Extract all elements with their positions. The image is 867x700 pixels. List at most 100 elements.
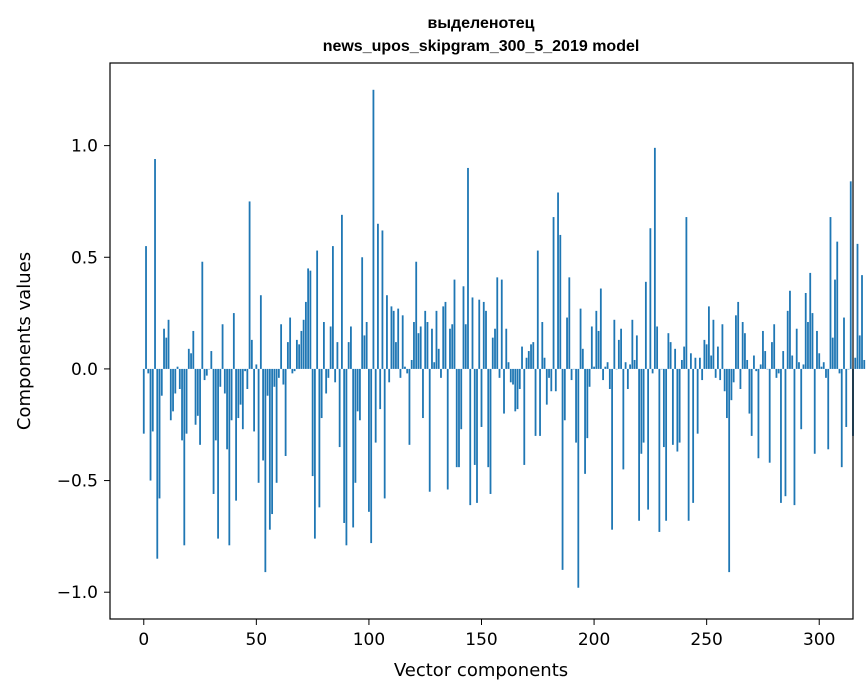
bar xyxy=(145,246,147,369)
bar xyxy=(532,342,534,369)
bar xyxy=(528,351,530,369)
bar xyxy=(737,302,739,369)
x-tick-label: 300 xyxy=(803,630,835,650)
bar xyxy=(584,369,586,474)
bar xyxy=(625,362,627,369)
y-tick-label: 1.0 xyxy=(71,137,98,157)
bar xyxy=(832,338,834,369)
bar-series xyxy=(143,90,865,588)
bar xyxy=(785,369,787,496)
bar xyxy=(854,358,856,369)
bar xyxy=(449,329,451,369)
bar xyxy=(213,369,215,494)
bar xyxy=(794,369,796,505)
chart-title-line2: news_upos_skipgram_300_5_2019 model xyxy=(323,38,640,55)
bar xyxy=(483,302,485,369)
bar xyxy=(744,333,746,369)
bar xyxy=(438,349,440,369)
x-tick-label: 150 xyxy=(465,630,497,650)
bar xyxy=(377,224,379,369)
bar xyxy=(859,335,861,368)
bar xyxy=(591,326,593,368)
bar xyxy=(382,230,384,368)
bar xyxy=(550,369,552,391)
bar xyxy=(163,329,165,369)
bar xyxy=(503,369,505,414)
bar xyxy=(715,369,717,378)
bar xyxy=(654,148,656,369)
bar xyxy=(307,268,309,368)
bar xyxy=(764,351,766,369)
bar xyxy=(413,322,415,369)
bar xyxy=(771,342,773,369)
bar xyxy=(463,286,465,369)
bar xyxy=(701,369,703,380)
bar xyxy=(386,295,388,369)
bar xyxy=(222,324,224,369)
bar xyxy=(555,369,557,391)
bar xyxy=(258,369,260,483)
bar xyxy=(253,369,255,432)
bar xyxy=(429,369,431,492)
bar xyxy=(670,342,672,369)
bar xyxy=(586,369,588,438)
bar xyxy=(370,369,372,543)
bar xyxy=(195,369,197,425)
bar xyxy=(796,329,798,369)
bar xyxy=(548,369,550,378)
bar xyxy=(769,369,771,463)
bar xyxy=(658,369,660,532)
bar xyxy=(566,318,568,369)
bar xyxy=(816,331,818,369)
bar xyxy=(397,309,399,369)
bar xyxy=(433,362,435,369)
bar xyxy=(332,246,334,369)
bar xyxy=(404,367,406,369)
bar xyxy=(685,217,687,369)
bar xyxy=(273,369,275,387)
bar xyxy=(496,277,498,369)
bar xyxy=(726,369,728,418)
bar xyxy=(667,333,669,369)
bar xyxy=(575,369,577,443)
bar xyxy=(206,369,208,376)
bar xyxy=(776,369,778,378)
bar xyxy=(719,369,721,380)
bar xyxy=(631,320,633,369)
bar xyxy=(418,333,420,369)
bar xyxy=(620,329,622,369)
bar xyxy=(309,271,311,369)
bar xyxy=(199,369,201,445)
bar xyxy=(753,356,755,369)
bar xyxy=(733,369,735,382)
bar xyxy=(285,369,287,456)
bar xyxy=(600,289,602,369)
bar xyxy=(474,369,476,465)
bar xyxy=(751,369,753,436)
bar xyxy=(373,90,375,369)
bar xyxy=(593,367,595,369)
bar xyxy=(400,369,402,378)
bar xyxy=(778,369,780,373)
bar xyxy=(294,369,296,371)
bar xyxy=(318,369,320,507)
bar xyxy=(613,320,615,369)
bar xyxy=(663,369,665,447)
bar xyxy=(384,369,386,499)
bar xyxy=(469,369,471,505)
chart-title-line1: выделенотец xyxy=(427,15,534,32)
bar xyxy=(510,369,512,382)
bar xyxy=(391,306,393,369)
bar xyxy=(231,369,233,420)
bar xyxy=(492,338,494,369)
bar xyxy=(717,347,719,369)
bar xyxy=(147,369,149,373)
bar xyxy=(427,322,429,369)
bar xyxy=(348,342,350,369)
bar xyxy=(679,369,681,443)
y-axis-ticks: −1.0−0.50.00.51.0 xyxy=(57,137,110,604)
bar xyxy=(246,369,248,389)
bar xyxy=(674,349,676,369)
bar xyxy=(280,324,282,369)
